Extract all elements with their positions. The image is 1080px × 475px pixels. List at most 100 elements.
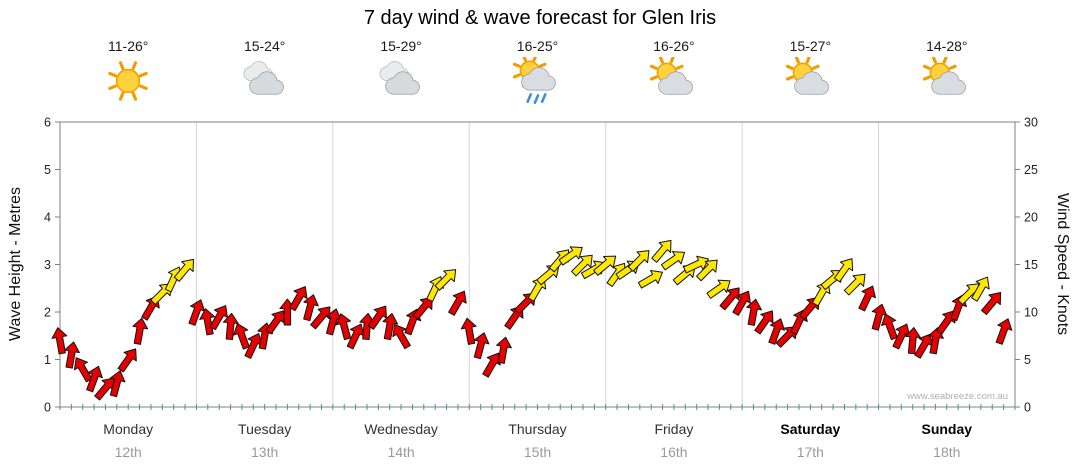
wind-arrow bbox=[303, 294, 319, 322]
wind-arrow bbox=[696, 259, 718, 282]
wind-arrow bbox=[651, 239, 672, 263]
left-tick-label: 3 bbox=[44, 258, 51, 272]
rain-drops-icon bbox=[525, 93, 547, 105]
temperature-range: 15-24° bbox=[243, 38, 286, 54]
wind-arrow bbox=[117, 348, 137, 373]
sun-cloud-icon bbox=[649, 55, 693, 95]
cloud-icon bbox=[379, 61, 420, 95]
forecast-day-thursday: 16-25° bbox=[509, 38, 567, 112]
sun-icon bbox=[108, 61, 148, 101]
wind-arrow bbox=[335, 313, 352, 341]
cloud-icon bbox=[243, 61, 273, 81]
wind-arrow bbox=[132, 317, 149, 345]
wind-arrow bbox=[936, 310, 956, 335]
date-label: 13th bbox=[251, 444, 279, 460]
wind-arrow bbox=[233, 323, 250, 350]
wind-arrow bbox=[706, 279, 731, 299]
wind-arrow bbox=[768, 318, 786, 345]
cloud-icon bbox=[931, 71, 966, 95]
cloud-icon bbox=[794, 71, 830, 95]
right-axis-ticks: 0 5 10 15 20 25 30 bbox=[1015, 116, 1038, 415]
wind-arrow bbox=[473, 332, 490, 360]
wind-arrows bbox=[51, 239, 1013, 401]
left-axis-title: Wave Height - Metres bbox=[7, 186, 24, 342]
day-label: Saturday bbox=[780, 421, 841, 437]
sun-cloud-icon bbox=[922, 55, 966, 95]
wind-arrow bbox=[683, 255, 709, 274]
wind-arrow bbox=[881, 313, 898, 341]
forecast-day-tuesday: 15-24° bbox=[236, 38, 294, 112]
sun-cloud-icon bbox=[786, 55, 830, 95]
right-tick-label: 30 bbox=[1024, 116, 1038, 130]
watermark: www.seabreeze.com.au bbox=[907, 391, 1008, 402]
right-axis-title: Wind Speed - Knots bbox=[1054, 192, 1071, 336]
wind-arrow bbox=[51, 327, 68, 355]
wind-arrow bbox=[289, 286, 308, 312]
day-label: Monday bbox=[103, 421, 154, 437]
wind-arrow bbox=[905, 327, 921, 355]
wind-arrow bbox=[746, 298, 762, 326]
date-label: 16th bbox=[660, 444, 688, 460]
temperature-range: 15-27° bbox=[789, 38, 832, 54]
wind-arrow bbox=[173, 258, 194, 282]
wind-arrow bbox=[980, 292, 1002, 316]
wind-arrow bbox=[86, 365, 103, 393]
date-label: 18th bbox=[933, 444, 961, 460]
wind-arrow bbox=[558, 246, 583, 266]
forecast-day-wednesday: 15-29° bbox=[372, 38, 430, 112]
wind-arrow bbox=[382, 312, 399, 341]
temperature-range: 16-26° bbox=[653, 38, 695, 54]
left-tick-label: 6 bbox=[44, 116, 51, 130]
left-tick-label: 2 bbox=[44, 306, 51, 320]
cloud-icon bbox=[385, 71, 420, 95]
wind-arrow bbox=[719, 287, 740, 311]
left-tick-label: 0 bbox=[44, 401, 51, 415]
cloud-icon bbox=[658, 71, 693, 95]
date-label: 12th bbox=[114, 444, 142, 460]
wind-arrow bbox=[448, 290, 467, 316]
wind-arrow bbox=[64, 341, 80, 369]
right-tick-label: 20 bbox=[1024, 211, 1038, 225]
right-tick-label: 10 bbox=[1024, 306, 1038, 320]
day-label: Friday bbox=[654, 421, 694, 437]
right-tick-label: 5 bbox=[1024, 353, 1031, 367]
wind-arrow bbox=[392, 324, 411, 350]
cloud-icon bbox=[520, 67, 556, 91]
wind-arrow bbox=[496, 336, 512, 364]
day-label: Thursday bbox=[508, 421, 567, 437]
sun-icon bbox=[108, 61, 148, 101]
right-tick-label: 25 bbox=[1024, 163, 1038, 177]
wind-arrow bbox=[928, 327, 944, 355]
wind-arrow bbox=[73, 357, 93, 383]
right-tick-label: 15 bbox=[1024, 258, 1038, 272]
wind-arrow bbox=[627, 250, 650, 272]
wind-arrow bbox=[265, 310, 285, 335]
wind-arrow bbox=[199, 308, 216, 336]
wind-arrow bbox=[434, 269, 457, 291]
wind-arrow bbox=[971, 276, 990, 302]
temperature-range: 14-28° bbox=[926, 38, 968, 54]
wind-arrow bbox=[754, 310, 774, 335]
wind-arrow bbox=[109, 370, 126, 398]
day-label: Tuesday bbox=[238, 421, 292, 437]
day-label: Sunday bbox=[921, 421, 973, 437]
day-separators bbox=[195, 122, 880, 407]
forecast-day-monday: 11-26° bbox=[99, 38, 157, 112]
cloud-icon bbox=[243, 61, 284, 95]
right-tick-label: 0 bbox=[1024, 401, 1031, 415]
wind-arrow bbox=[209, 305, 228, 331]
date-label: 14th bbox=[387, 444, 415, 460]
wind-arrow bbox=[482, 352, 501, 378]
wind-arrow bbox=[995, 318, 1013, 345]
cloud-icon bbox=[248, 71, 284, 95]
wind-arrow bbox=[571, 254, 593, 277]
left-tick-label: 5 bbox=[44, 163, 51, 177]
left-axis-ticks: 0 1 2 3 4 5 6 bbox=[44, 116, 60, 415]
left-tick-label: 4 bbox=[44, 211, 51, 225]
temperature-range: 11-26° bbox=[108, 38, 149, 54]
left-tick-label: 1 bbox=[44, 353, 51, 367]
wind-arrow bbox=[460, 317, 477, 345]
date-label: 17th bbox=[796, 444, 824, 460]
